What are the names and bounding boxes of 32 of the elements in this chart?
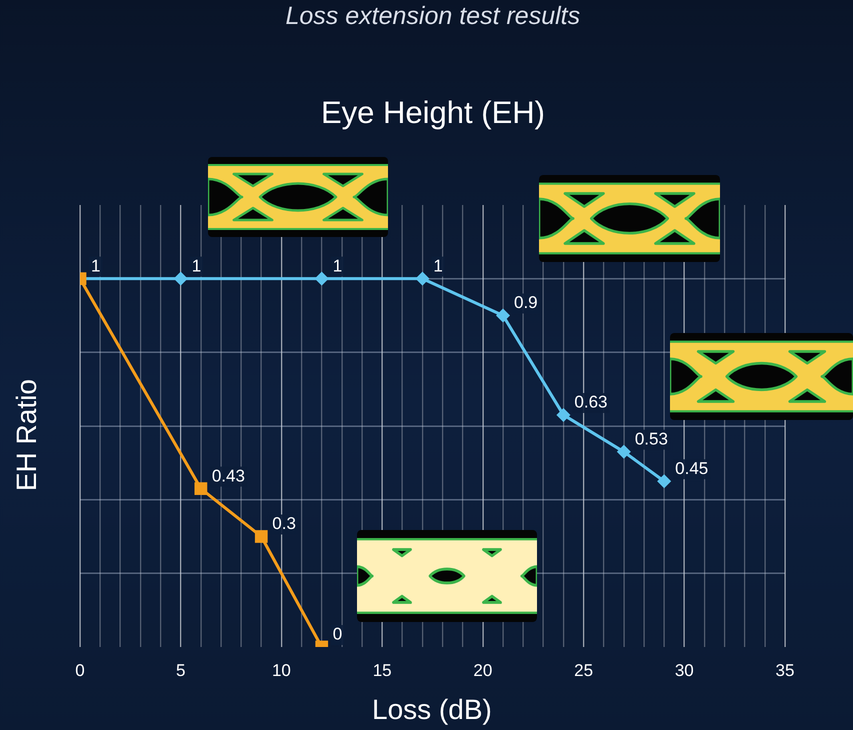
data-label: 1: [332, 256, 342, 276]
x-tick-label: 30: [674, 660, 694, 680]
x-tick-label: 10: [272, 660, 291, 680]
point: [415, 272, 430, 286]
point: [254, 530, 268, 543]
x-tick-label: 35: [776, 660, 794, 680]
y-axis-title: EH Ratio: [10, 379, 43, 492]
point: [174, 272, 188, 286]
data-label: 1: [91, 256, 100, 276]
data-label: 0.45: [675, 458, 708, 478]
data-label: 0.43: [212, 466, 245, 486]
data-label: 0.9: [514, 293, 538, 312]
data-label: 0.53: [634, 429, 668, 448]
point: [657, 474, 672, 488]
x-tick-label: 25: [574, 660, 594, 680]
data-label: 1: [192, 256, 202, 276]
point: [496, 308, 510, 322]
data-label: 0.63: [574, 392, 608, 412]
data-label: 1: [433, 256, 443, 276]
point: [616, 444, 631, 459]
point: [194, 482, 208, 495]
data-label: 0.3: [272, 514, 296, 534]
x-axis-title: Loss (dB): [372, 694, 492, 726]
x-tick-label: 15: [372, 660, 392, 680]
chart-subtitle: Eye Height (EH): [321, 95, 545, 131]
x-tick-label: 5: [176, 660, 186, 680]
chart-title: Loss extension test results: [286, 2, 580, 31]
point: [314, 272, 329, 286]
x-tick-label: 20: [473, 660, 492, 680]
data-label: 0: [332, 624, 342, 644]
point: [556, 408, 570, 422]
x-tick-label: 0: [75, 660, 85, 680]
